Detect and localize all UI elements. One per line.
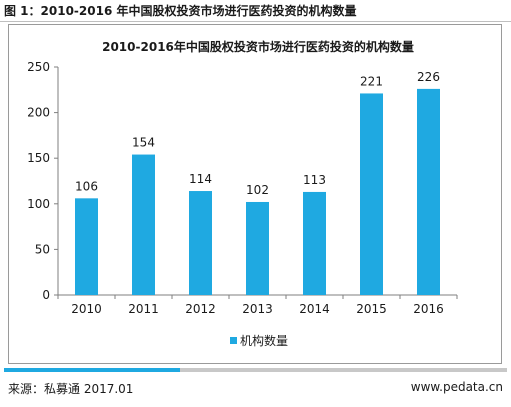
y-axis: 0 50 100 150 200 250 [27,60,59,302]
y-tick-label: 200 [27,106,50,120]
data-label-2015: 221 [360,74,383,88]
y-tick-label: 150 [27,151,50,165]
caption-divider [0,21,511,22]
legend: 机构数量 [230,333,288,348]
data-label-2016: 226 [417,70,440,84]
x-tick-label: 2012 [185,302,216,316]
bar-2013 [246,201,269,295]
bar-2012 [189,191,212,295]
progress-fill [4,368,181,372]
data-label-2010: 106 [75,179,98,193]
source-note: 来源：私募通 2017.01 [8,382,134,396]
bar-2015 [360,93,383,295]
x-tick-label: 2010 [71,302,102,316]
y-tick-label: 50 [35,242,50,256]
website-link[interactable]: www.pedata.cn [410,380,503,394]
data-label-2013: 102 [246,183,269,197]
bar-2016 [417,88,440,295]
data-label-2011: 154 [132,136,155,150]
x-tick-label: 2015 [356,302,387,316]
x-tick-label: 2014 [299,302,330,316]
bar-2010 [75,198,98,295]
x-tick-label: 2013 [242,302,273,316]
y-tick-label: 100 [27,197,50,211]
bar-series [75,88,440,295]
data-label-2014: 113 [303,173,326,187]
data-labels: 106 154 114 102 113 221 226 [75,70,440,197]
x-tick-label: 2011 [128,302,159,316]
data-label-2012: 114 [189,172,212,186]
y-tick-label: 0 [42,288,50,302]
progress-bar [4,368,507,372]
bar-2014 [303,191,326,295]
bar-chart: 2010-2016年中国股权投资市场进行医药投资的机构数量 0 50 100 150 2… [27,39,458,348]
chart-title: 2010-2016年中国股权投资市场进行医药投资的机构数量 [102,39,414,54]
x-axis: 2010 2011 2012 2013 2014 2015 2016 [57,294,458,316]
bar-2011 [132,154,155,295]
x-tick-label: 2016 [413,302,444,316]
legend-label: 机构数量 [240,333,288,348]
legend-swatch [230,337,237,344]
figure-caption: 图 1：2010-2016 年中国股权投资市场进行医药投资的机构数量 [4,4,357,18]
y-tick-label: 250 [27,60,50,74]
